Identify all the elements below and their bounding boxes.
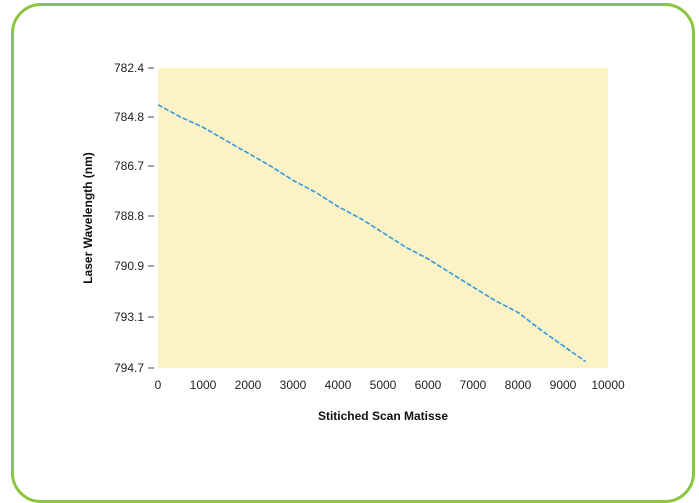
x-tick-label: 3000	[280, 378, 307, 392]
y-axis: 782.4 784.8 786.7 788.8 790.9 793.1 794.7	[114, 61, 154, 375]
x-tick-label: 10000	[591, 378, 625, 392]
x-tick-label: 6000	[415, 378, 442, 392]
x-tick-label: 9000	[550, 378, 577, 392]
y-tick-label: 786.7	[114, 159, 144, 173]
x-tick-label: 5000	[370, 378, 397, 392]
plot-area	[158, 68, 608, 368]
y-tick-label: 794.7	[114, 361, 144, 375]
x-tick-label: 1000	[190, 378, 217, 392]
x-axis-title: Stitiched Scan Matisse	[318, 409, 448, 423]
series-line	[157, 104, 586, 363]
y-tick-label: 793.1	[114, 310, 144, 324]
line-chart: 782.4 784.8 786.7 788.8 790.9 793.1 794.7 0 100…	[81, 61, 625, 423]
y-axis-title: Laser Wavelength (nm)	[81, 152, 95, 284]
series-group	[157, 104, 586, 363]
y-tick-label: 782.4	[114, 61, 144, 75]
y-tick-label: 790.9	[114, 259, 144, 273]
x-tick-label: 4000	[325, 378, 352, 392]
x-axis: 0 1000 2000 3000 4000 5000 6000 7000 8000 9000 100…	[155, 378, 625, 392]
y-tick-label: 784.8	[114, 110, 144, 124]
x-tick-label: 8000	[505, 378, 532, 392]
x-tick-label: 7000	[460, 378, 487, 392]
x-tick-label: 2000	[235, 378, 262, 392]
y-tick-label: 788.8	[114, 209, 144, 223]
x-tick-label: 0	[155, 378, 162, 392]
